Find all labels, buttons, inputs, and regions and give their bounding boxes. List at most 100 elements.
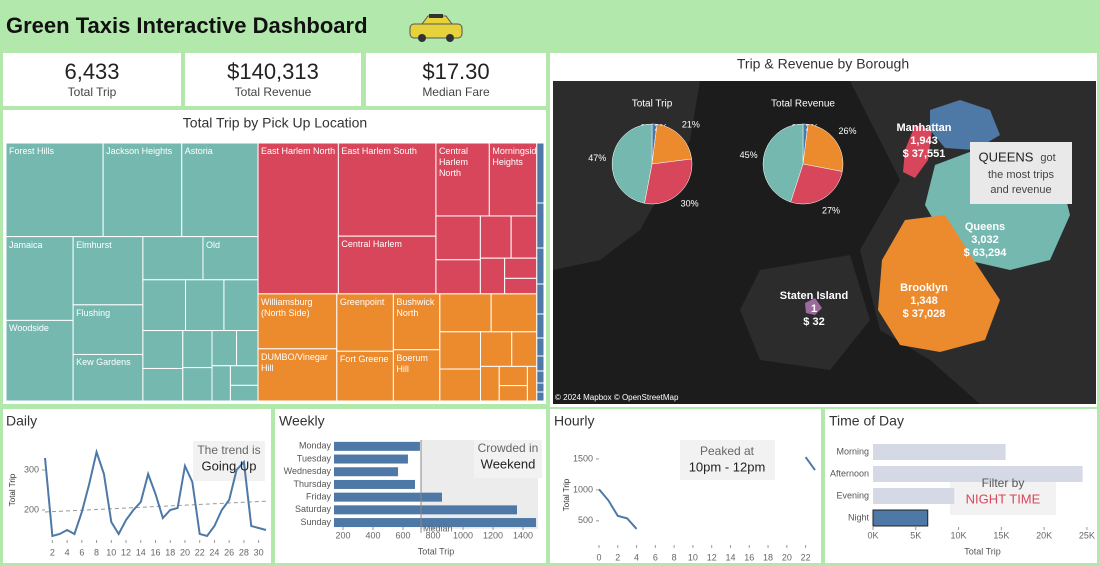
treemap-cell xyxy=(490,293,538,333)
treemap-cell xyxy=(5,319,74,402)
y-tick-label: 1000 xyxy=(573,484,593,494)
treemap-cell xyxy=(479,215,512,259)
x-tick-label: 25K xyxy=(1079,530,1095,540)
bar xyxy=(873,488,955,504)
treemap-cell xyxy=(392,349,441,402)
x-tick-label: 14 xyxy=(136,547,146,557)
treemap-cell xyxy=(439,368,481,402)
x-tick-label: 1400 xyxy=(513,530,533,540)
y-tick-label: 200 xyxy=(24,504,39,514)
x-tick-label: 28 xyxy=(239,547,249,557)
pie-label: 47% xyxy=(588,153,606,163)
treemap-cell xyxy=(336,293,394,352)
x-tick-label: 8 xyxy=(672,552,677,562)
treemap-cell xyxy=(257,142,339,295)
x-tick-label: 10K xyxy=(951,530,967,540)
kpi-value: 6,433 xyxy=(64,59,119,84)
treemap-label: Elmhurst xyxy=(76,239,112,250)
staten-island-area xyxy=(805,298,822,315)
treemap-cell xyxy=(536,313,545,339)
annotation-text: 10pm - 12pm xyxy=(689,459,766,474)
chart-title: Time of Day xyxy=(829,413,904,429)
pie-slice xyxy=(762,123,804,203)
x-tick-label: 2 xyxy=(615,552,620,562)
x-tick-label: 8 xyxy=(94,547,99,557)
treemap-cell xyxy=(504,277,538,295)
treemap-label: Central Harlem North xyxy=(438,146,468,178)
treemap-label: Morningside Heights xyxy=(492,146,537,167)
treemap-cell xyxy=(229,384,259,402)
treemap-cell xyxy=(435,259,481,295)
treemap-cell xyxy=(511,331,538,367)
treemap-cell xyxy=(72,304,144,355)
chart-title: Total Trip by Pick Up Location xyxy=(183,115,367,131)
bronx-area xyxy=(930,100,1000,150)
annotation-box xyxy=(193,441,265,481)
x-tick-label: 22 xyxy=(195,547,205,557)
x-tick-label: 600 xyxy=(395,530,410,540)
x-axis-label: Total Trip xyxy=(418,546,455,556)
annotation-box xyxy=(680,440,775,480)
treemap-cell xyxy=(498,385,528,402)
x-tick-label: 200 xyxy=(335,530,350,540)
treemap-cell xyxy=(102,142,183,238)
treemap-label-box: Elmhurst xyxy=(76,239,112,250)
treemap-cell xyxy=(337,142,437,237)
treemap-cell xyxy=(536,391,545,402)
map-annotation-box xyxy=(970,142,1072,204)
bar xyxy=(334,441,420,451)
bar xyxy=(873,466,1083,482)
kpi-label: Total Trip xyxy=(68,85,117,99)
treemap-label-box: Bushwick North xyxy=(396,297,434,318)
treemap-label-box: Old xyxy=(205,239,220,250)
annotation-box xyxy=(474,440,542,478)
y-tick-label: 300 xyxy=(24,464,39,474)
kpi-label: Total Revenue xyxy=(235,85,312,99)
map-annotation-highlight: QUEENS xyxy=(979,149,1034,164)
treemap-cell xyxy=(435,142,490,217)
treemap-cell xyxy=(536,337,545,357)
treemap-label: Jackson Heights xyxy=(106,146,173,156)
taxi-icon xyxy=(409,14,463,42)
treemap-cell xyxy=(392,293,441,351)
treemap-label-box: Jackson Heights xyxy=(106,146,173,156)
borough-revenue: $ 63,294 xyxy=(964,247,1008,259)
treemap-cell xyxy=(185,279,225,332)
treemap-label: Boerum Hill xyxy=(396,352,428,374)
category-label: Evening xyxy=(836,490,869,500)
annotation-text: Peaked at xyxy=(700,444,755,458)
category-label: Tuesday xyxy=(297,453,332,463)
treemap-cell xyxy=(498,365,528,387)
category-label: Morning xyxy=(836,446,869,456)
pie-slice xyxy=(644,158,693,205)
treemap-label: Astoria xyxy=(184,146,213,156)
borough-trips: 1,943 xyxy=(910,135,938,147)
bar xyxy=(334,454,408,464)
y-tick-label: 1500 xyxy=(573,453,593,463)
treemap-cell xyxy=(211,330,238,367)
pie-label: 26% xyxy=(838,126,856,136)
x-tick-label: 16 xyxy=(150,547,160,557)
kpi-card xyxy=(185,53,361,106)
x-tick-label: 0K xyxy=(867,530,878,540)
borough-name: Manhattan xyxy=(897,122,952,134)
treemap-label-box: DUMBO/Vinegar Hill xyxy=(261,352,328,373)
treemap-label: Woodside xyxy=(9,323,49,334)
treemap-cell xyxy=(536,142,545,204)
treemap-label-box: Jamaica xyxy=(9,240,43,250)
treemap-label-box: East Harlem North xyxy=(261,146,335,156)
line-series xyxy=(44,448,267,538)
treemap-label-box: Central Harlem North xyxy=(438,146,468,178)
treemap-label: Fort Greene xyxy=(339,354,389,365)
treemap-cell xyxy=(536,370,545,384)
x-tick-label: 22 xyxy=(801,552,811,562)
treemap-label: Kew Gardens xyxy=(76,357,131,368)
treemap-cell xyxy=(72,353,144,402)
treemap-label: Old xyxy=(205,239,220,250)
treemap-cell xyxy=(142,279,187,332)
x-tick-label: 12 xyxy=(707,552,717,562)
treemap-cell xyxy=(536,202,545,249)
x-tick-label: 5K xyxy=(910,530,921,540)
category-label: Thursday xyxy=(293,479,331,489)
